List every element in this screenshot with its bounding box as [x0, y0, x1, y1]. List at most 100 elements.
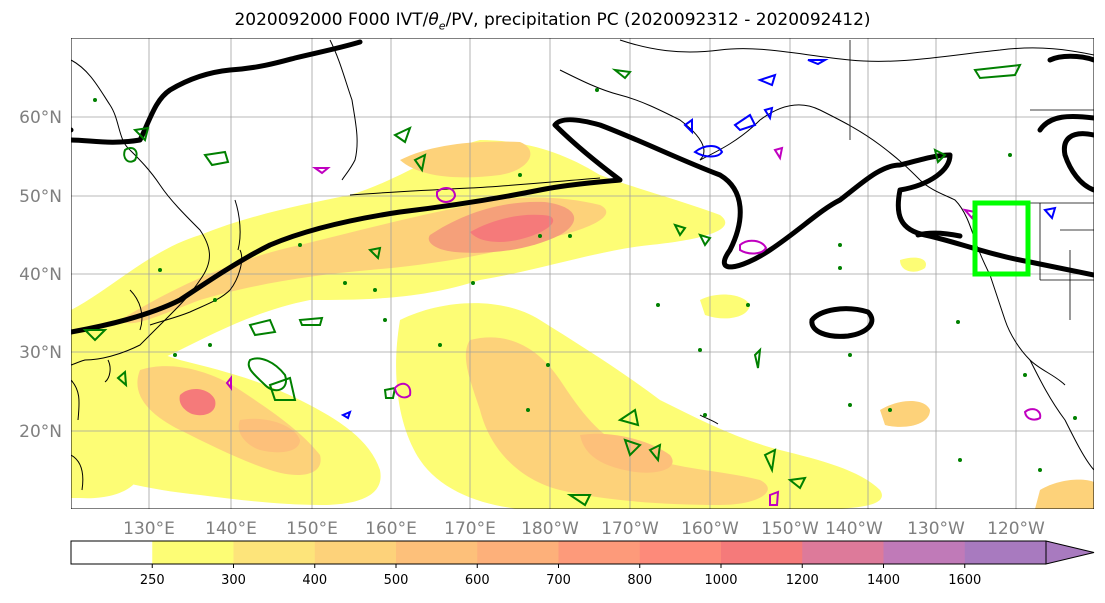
pv-contour-21: [698, 233, 712, 247]
coast-aleutians: [349, 177, 601, 196]
lon-label-150e: 150°E: [286, 519, 338, 539]
colorbar-bins: [70, 540, 1095, 565]
ivt-trop-west-2: [238, 418, 300, 453]
coast-kamchatka: [329, 39, 358, 181]
pc-neg-4: [807, 59, 829, 66]
pv-contour-2: [132, 126, 150, 142]
pv-contour-6: [248, 318, 277, 337]
coast-baja: [1029, 359, 1094, 471]
colorbar-label: 1200: [786, 573, 819, 588]
lat-labels: 60°N 50°N 40°N 30°N 20°N: [19, 108, 62, 442]
colorbar-extend-arrow: [1045, 540, 1095, 565]
colorbar-bin: [233, 541, 316, 564]
pv-contour-22: [673, 223, 687, 237]
lon-label-120w: 120°W: [987, 519, 1045, 539]
theta-e-north-loop: [71, 39, 363, 145]
borders: [849, 40, 1094, 320]
colorbar-bin: [639, 541, 722, 564]
theta-e-bering: [71, 127, 74, 143]
ivt-central-plume-high: [580, 433, 673, 473]
lon-label-150w: 150°W: [761, 519, 819, 539]
pv-contour-9: [298, 316, 324, 326]
lon-label-160w: 160°W: [681, 519, 739, 539]
pc-pos-5: [769, 490, 780, 506]
lon-label-130e: 130°E: [123, 519, 175, 539]
pv-contour-15: [623, 438, 642, 457]
pv-contour-11: [116, 369, 128, 388]
ivt-east-patch-2: [1035, 479, 1094, 509]
colorbar-label: 1400: [867, 573, 900, 588]
theta-e-nw-arc: [1047, 53, 1094, 63]
lat-label-20: 20°N: [19, 422, 62, 442]
colorbar-label: 600: [465, 573, 490, 588]
coast-us-west: [989, 274, 1066, 386]
map-title: 2020092000 F000 IVT/θe/PV, precipitation…: [234, 10, 871, 33]
theta-e-closed-low: [809, 306, 875, 339]
ivt-typhoon-core: [179, 388, 216, 416]
pc-pos-2: [311, 167, 331, 175]
colorbar-bin: [152, 541, 234, 564]
theta-e-east: [1037, 114, 1094, 193]
ivt-east-patch-5: [71, 453, 140, 499]
coast-alaska-south: [699, 104, 921, 181]
pv-contour-12: [367, 246, 382, 261]
pc-neg-3: [757, 73, 777, 87]
pc-pos-6: [1023, 408, 1042, 421]
pv-contour-23: [933, 148, 947, 164]
colorbar-label: 300: [221, 573, 246, 588]
ivt-central-plume-mid: [465, 337, 768, 505]
map-panel: [71, 38, 1094, 509]
lon-label-130w: 130°W: [907, 519, 965, 539]
coast-taiwan: [104, 359, 111, 383]
colorbar-bin-under: [71, 541, 153, 564]
pv-contour-1: [123, 147, 138, 163]
colorbar-label: 800: [627, 573, 652, 588]
pv-contour-14: [617, 408, 640, 427]
colorbar-bin: [964, 541, 1047, 564]
pv-contour-3: [203, 150, 230, 167]
coast-hawaii: [699, 414, 719, 425]
pc-neg-8: [340, 410, 352, 420]
coast-sakhalin: [234, 199, 241, 251]
coast-bc: [919, 179, 991, 276]
pv-contour-13: [383, 386, 397, 399]
colorbar-labels: 250 300 400 500 600 700 800 1000 1200 1400 1600: [140, 564, 981, 588]
lat-label-30: 30°N: [19, 343, 62, 363]
ivt-east-patch-1: [880, 401, 930, 427]
colorbar-label: 500: [384, 573, 409, 588]
coast-korea: [129, 289, 143, 331]
colorbar-bin: [883, 541, 966, 564]
colorbar-bin: [721, 541, 803, 564]
lon-label-160e: 160°E: [365, 519, 417, 539]
pc-pos-1: [436, 187, 457, 203]
lon-label-170e: 170°E: [444, 519, 496, 539]
pv-contour-19: [787, 476, 807, 490]
colorbar-bin: [314, 541, 397, 564]
pv-contour-5: [413, 153, 427, 173]
ivt-east-patch-3: [700, 294, 750, 319]
ivt-core-max: [470, 214, 554, 242]
lat-label-60: 60°N: [19, 108, 62, 128]
coast-philippines: [71, 454, 84, 491]
colorbar-label: 1000: [704, 573, 737, 588]
pv-contour-20: [611, 68, 632, 80]
target-region-box: [972, 200, 1031, 277]
colorbar-bin: [477, 541, 559, 564]
colorbar-label: 400: [302, 573, 327, 588]
lon-label-140e: 140°E: [205, 519, 257, 539]
pv-contour-18: [763, 448, 777, 474]
pv-contour-25: [753, 347, 762, 369]
lat-label-50: 50°N: [19, 187, 62, 207]
theta-e-main-ridge: [71, 117, 1094, 335]
pc-neg-5: [683, 118, 693, 135]
pv-contour-10: [82, 329, 108, 342]
colorbar-label: 250: [140, 573, 165, 588]
lon-label-180w: 180°W: [521, 519, 579, 539]
coast-alaska-west: [559, 69, 705, 161]
pv-contours: [82, 63, 1022, 507]
coast-asia: [71, 59, 210, 366]
pv-contour-8: [268, 376, 297, 401]
pv-contour-17: [566, 494, 592, 507]
colorbar-label: 1600: [948, 573, 981, 588]
